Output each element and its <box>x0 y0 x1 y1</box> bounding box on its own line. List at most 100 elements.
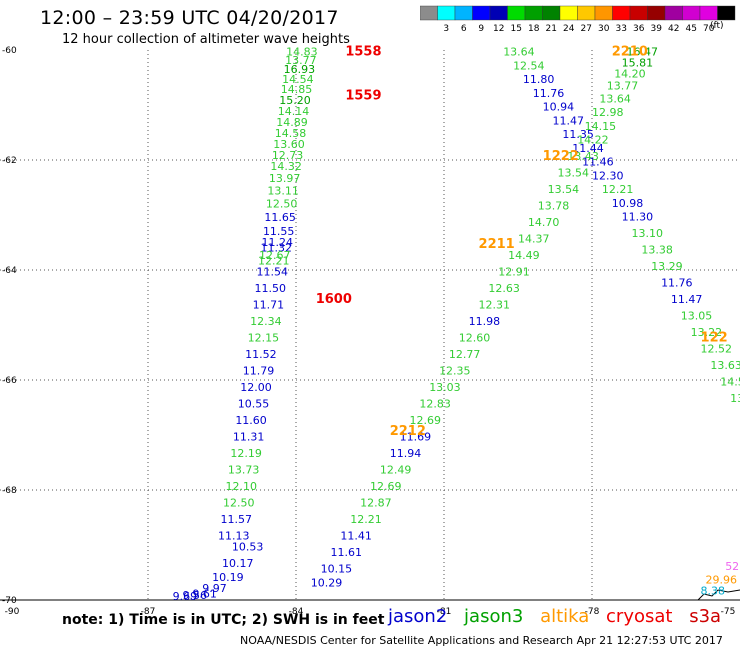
swh-value-label: 11.13 <box>218 530 250 543</box>
y-tick-label: -70 <box>2 596 17 606</box>
colorbar-tick-label: 6 <box>461 24 467 34</box>
swh-value-label: 14.56 <box>720 376 740 389</box>
swh-value-label: 11.30 <box>622 211 654 224</box>
satellite-legend: jason2 jason3 altika cryosat s3a <box>388 606 732 627</box>
swh-value-label: 12.49 <box>380 464 412 477</box>
colorbar-tick-label: 18 <box>528 24 540 34</box>
swh-value-label: 12.54 <box>513 59 545 72</box>
swh-value-label: 14.85 <box>281 83 313 96</box>
swh-value-label: 12.63 <box>488 282 520 295</box>
colorbar-tick-label: 27 <box>581 24 592 34</box>
colorbar-tick-label: 33 <box>616 24 627 34</box>
swh-value-label: 12.50 <box>266 197 298 210</box>
swh-value-label: 11.57 <box>221 513 253 526</box>
colorbar-tick-label: 39 <box>651 24 663 34</box>
swh-value-label: 12.98 <box>592 106 624 119</box>
swh-value-label: 12.21 <box>258 255 290 268</box>
y-tick-label: -62 <box>2 156 17 166</box>
y-tick-label: -64 <box>2 266 17 276</box>
swh-value-label: 11.32 <box>260 241 292 254</box>
swh-value-label: 11.41 <box>340 530 372 543</box>
pass-time-label: 2210 <box>612 45 648 60</box>
swh-value-label: 11.50 <box>255 282 287 295</box>
legend-cryosat: cryosat <box>606 606 673 627</box>
colorbar-tick-label: 24 <box>563 24 575 34</box>
swh-value-label: 9.97 <box>202 582 227 595</box>
y-tick-label: -60 <box>2 46 17 56</box>
swh-value-label: 11.94 <box>390 447 422 460</box>
swh-value-label: 12.77 <box>449 348 481 361</box>
swh-value-label: 14.89 <box>276 116 308 129</box>
swh-value-label: 13.60 <box>273 138 305 151</box>
x-tick-label: -75 <box>721 607 736 617</box>
legend-jason3: jason3 <box>464 606 524 627</box>
swh-value-label: 11.76 <box>533 87 565 100</box>
colorbar-tick-label: 3 <box>443 24 449 34</box>
swh-value-label: 13.77 <box>607 80 639 93</box>
swh-value-label: 13.43 <box>567 150 599 163</box>
x-tick-label: -78 <box>585 607 600 617</box>
x-tick-label: -87 <box>141 607 156 617</box>
swh-value-label: 10.98 <box>612 197 644 210</box>
swh-value-label: 13.03 <box>429 381 461 394</box>
swh-value-label: 13.54 <box>548 183 580 196</box>
swh-value-label: 10.94 <box>543 101 575 114</box>
colorbar-tick-label: 30 <box>598 24 610 34</box>
swh-value-label: 11.31 <box>233 431 265 444</box>
swh-value-label: 12.34 <box>250 315 282 328</box>
swh-value-label: 12.19 <box>230 447 261 460</box>
colorbar-tick-label: 70 <box>703 24 715 34</box>
swh-value-label: 10.55 <box>238 398 270 411</box>
pass-time-label: 2211 <box>479 237 515 252</box>
swh-value-label: 12.91 <box>498 266 530 279</box>
colorbar-swatch <box>717 5 736 21</box>
swh-value-label: 12.87 <box>360 497 392 510</box>
swh-value-label: 12.31 <box>479 299 511 312</box>
swh-value-label: 14.37 <box>518 233 550 246</box>
x-tick-label: -84 <box>289 607 304 617</box>
swh-value-label: 16.47 <box>627 46 659 59</box>
swh-value-label: 12.35 <box>439 365 471 378</box>
swh-value-label: 12.15 <box>248 332 279 345</box>
swh-value-label: 11.47 <box>671 293 703 306</box>
pass-time-label: 1222 <box>543 149 579 164</box>
swh-value-label: 12.52 <box>701 343 733 356</box>
legend-altika: altika <box>540 606 590 627</box>
swh-value-label: 14.15 <box>585 120 617 133</box>
page-subtitle: 12 hour collection of altimeter wave hei… <box>62 32 350 47</box>
swh-value-label: 13.05 <box>681 310 713 323</box>
swh-value-label: 11.79 <box>243 365 275 378</box>
swh-value-label: 13.10 <box>631 227 663 240</box>
swh-value-label: 13.64 <box>503 46 535 59</box>
swh-value-label: 14.83 <box>286 46 318 59</box>
swh-value-label: 12.21 <box>350 513 382 526</box>
swh-value-label: 11.60 <box>235 414 267 427</box>
colorbar-tick-label: 9 <box>478 24 484 34</box>
footer-note: note: 1) Time is in UTC; 2) SWH is in fe… <box>62 612 385 628</box>
swh-value-label: 14.14 <box>278 105 310 118</box>
swh-value-label: 11.55 <box>263 225 295 238</box>
legend-jason2: jason2 <box>388 606 448 627</box>
x-tick-label: -90 <box>5 607 20 617</box>
swh-value-label: 11.52 <box>245 348 276 361</box>
swh-value-label: 11.71 <box>253 299 285 312</box>
swh-value-label: 12.00 <box>240 381 272 394</box>
swh-value-label: 13.63 <box>710 359 740 372</box>
colorbar-tick-label: 21 <box>546 24 557 34</box>
x-tick-label: -81 <box>437 607 452 617</box>
swh-value-label: 13.29 <box>651 260 683 273</box>
swh-value-label: 15.20 <box>279 94 311 107</box>
swh-value-label: 13.38 <box>641 244 673 257</box>
pass-time-label: 1559 <box>345 89 381 104</box>
swh-value-label: 12.30 <box>592 169 624 182</box>
colorbar-tick-label: 12 <box>493 24 504 34</box>
swh-value-label: 14.20 <box>614 68 646 81</box>
swh-value-label: 10.29 <box>311 576 343 589</box>
swh-value-label: 13.78 <box>538 200 570 213</box>
swh-value-label: 12.60 <box>459 332 491 345</box>
swh-value-label: 12.83 <box>419 398 451 411</box>
swh-value-label: 11.24 <box>261 236 293 249</box>
swh-value-label: 11.80 <box>523 73 555 86</box>
